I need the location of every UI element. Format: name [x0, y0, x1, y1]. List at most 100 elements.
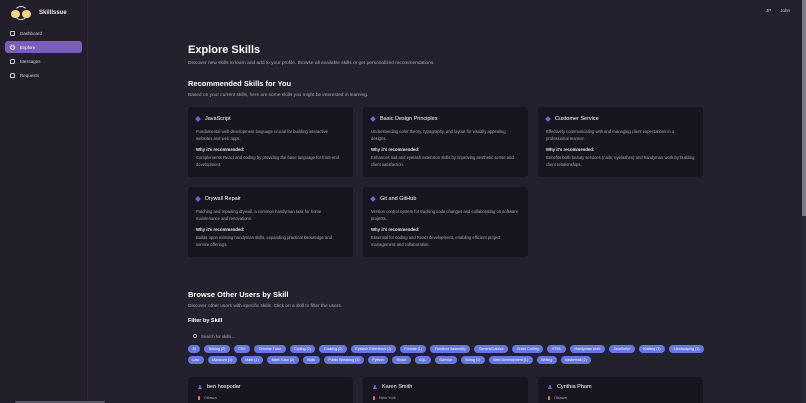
skill-title: JavaScript — [205, 116, 231, 122]
recommended-title: Recommended Skills for You — [188, 79, 292, 88]
skill-chip[interactable]: JavaScript — [608, 345, 635, 353]
page-title: Explore Skills — [188, 44, 261, 56]
user-card-location: New York — [379, 395, 396, 400]
user-initials: JP — [765, 8, 772, 13]
skill-chip[interactable]: Manicure (1) — [207, 356, 237, 364]
recommended-subtitle: Based on your current skills, here are s… — [188, 93, 369, 98]
skill-description: Effectively communicating with and manag… — [546, 129, 675, 141]
skill-title: Basic Design Principles — [380, 116, 438, 122]
user-grid: ben hospodar Ottawa Karen Smith New York… — [188, 377, 703, 403]
skill-chip[interactable]: Web Development (1) — [488, 356, 533, 364]
skill-chip[interactable]: Landscaping (1) — [669, 345, 704, 353]
why-text: Builds upon existing handyman skills, ex… — [196, 235, 332, 247]
skill-chip[interactable]: Grass Cutting — [512, 345, 544, 353]
skill-chip[interactable]: Writing — [536, 356, 557, 364]
skill-description: Version control system for tracking code… — [371, 209, 519, 221]
skill-card[interactable]: Customer Service Effectively communicati… — [538, 107, 703, 177]
horizontal-scrollbar[interactable] — [15, 401, 105, 403]
why-label: Why it's recommended: — [371, 147, 420, 152]
skill-chip[interactable]: React — [392, 356, 411, 364]
why-label: Why it's recommended: — [546, 147, 595, 152]
skill-card[interactable]: Git and GitHub Version control system fo… — [363, 187, 528, 257]
why-text: Complements React and coding by providin… — [196, 155, 339, 167]
skill-chip[interactable]: General Labour — [474, 345, 509, 353]
user-icon — [198, 385, 202, 390]
sidebar-item-dashboard[interactable]: Dashboard — [5, 27, 82, 39]
location-pin-icon — [548, 395, 550, 400]
user-card-name: Karen Smith — [382, 384, 413, 390]
skill-chip[interactable]: Handyman work — [570, 345, 605, 353]
why-text: Benefits both beauty services (nails, ey… — [546, 155, 695, 167]
skill-chip[interactable]: basketball (2) — [560, 356, 592, 364]
skill-chip[interactable]: Science — [434, 356, 457, 364]
skill-title: Customer Service — [555, 116, 599, 122]
user-name: John — [780, 8, 790, 13]
skill-chip[interactable]: Math Tutor (2) — [267, 356, 299, 364]
skill-chip[interactable]: Fortnite (1) — [399, 345, 427, 353]
top-bar: JP John — [88, 0, 802, 22]
skill-chip[interactable]: Law — [188, 356, 204, 364]
search-placeholder: Search for skills... — [201, 333, 235, 339]
skill-chip[interactable]: Coding (2) — [289, 345, 316, 353]
sidebar-item-label: Dashboard — [20, 30, 43, 36]
skill-search-input[interactable]: Search for skills... — [188, 330, 708, 342]
skill-icon — [370, 196, 376, 202]
user-card[interactable]: ben hospodar Ottawa — [188, 377, 353, 403]
skill-chip[interactable]: Python — [367, 356, 389, 364]
vertical-scrollbar-thumb[interactable] — [802, 0, 806, 216]
dashboard-icon — [10, 30, 15, 36]
skill-chip[interactable]: Baking (2) — [204, 345, 230, 353]
sidebar-nav: Dashboard Explore Messages Requests — [0, 27, 87, 81]
skill-card[interactable]: Drywall Repair Patching and repairing dr… — [188, 187, 353, 257]
user-card[interactable]: Karen Smith New York — [363, 377, 528, 403]
skill-chip[interactable]: Chinese Tutor — [254, 345, 286, 353]
message-icon — [10, 58, 15, 64]
skill-description: Understanding color theory, typography, … — [371, 129, 506, 141]
why-text: Enhances nail and eyelash extension skil… — [371, 155, 514, 167]
skill-icon — [545, 116, 551, 122]
skill-icon — [195, 196, 201, 202]
why-label: Why it's recommended: — [196, 147, 245, 152]
why-label: Why it's recommended: — [371, 227, 420, 232]
skill-chip[interactable]: Knitting (1) — [638, 345, 666, 353]
skill-chip[interactable]: AI — [188, 345, 201, 353]
skill-chip[interactable]: Furniture Assembly — [430, 345, 471, 353]
skill-description: Fundamental web development language cru… — [196, 129, 328, 141]
location-pin-icon — [373, 395, 375, 400]
sidebar-item-requests[interactable]: Requests — [5, 69, 82, 81]
skill-chip[interactable]: Math (1) — [240, 356, 264, 364]
skill-icon — [195, 116, 201, 122]
user-icon — [548, 385, 552, 390]
browse-title: Browse Other Users by Skill — [188, 290, 289, 299]
logo[interactable]: SkillIssue — [0, 0, 87, 22]
skill-chip[interactable]: HTML — [547, 345, 566, 353]
user-card-location: Ottawa — [554, 395, 567, 400]
bell-icon — [10, 72, 15, 78]
skill-chip[interactable]: Cooking (2) — [319, 345, 347, 353]
user-card-name: ben hospodar — [207, 384, 241, 390]
skill-chip[interactable]: Skiing (1) — [460, 356, 485, 364]
browse-subtitle: Discover other users with specific skill… — [188, 304, 343, 309]
skill-card[interactable]: JavaScript Fundamental web development l… — [188, 107, 353, 177]
skill-chip[interactable]: SQL — [414, 356, 431, 364]
why-text: Essential for coding and React developme… — [371, 235, 501, 247]
page-subtitle: Discover new skills to learn and add to … — [188, 61, 435, 66]
user-card[interactable]: Cynthia Pham Ottawa — [538, 377, 703, 403]
skill-title: Git and GitHub — [380, 196, 417, 202]
sidebar-item-messages[interactable]: Messages — [5, 55, 82, 67]
user-menu[interactable]: JP John — [766, 8, 790, 13]
skill-icon — [370, 116, 376, 122]
skill-chip[interactable]: Eyelash Extentions (1) — [350, 345, 396, 353]
sidebar-item-label: Explore — [20, 44, 36, 50]
sidebar-item-label: Messages — [20, 58, 41, 64]
skill-chip[interactable]: CSS — [233, 345, 251, 353]
skill-chips: AI Baking (2) CSS Chinese Tutor Coding (2) Co… — [188, 345, 708, 364]
skill-card[interactable]: Basic Design Principles Understanding co… — [363, 107, 528, 177]
sidebar-item-label: Requests — [20, 72, 40, 78]
logo-icon — [9, 5, 33, 21]
skill-chip[interactable]: Public Speaking (3) — [323, 356, 364, 364]
recommended-grid: JavaScript Fundamental web development l… — [188, 107, 708, 257]
sidebar-item-explore[interactable]: Explore — [5, 41, 82, 53]
skill-chip[interactable]: Nails — [302, 356, 320, 364]
